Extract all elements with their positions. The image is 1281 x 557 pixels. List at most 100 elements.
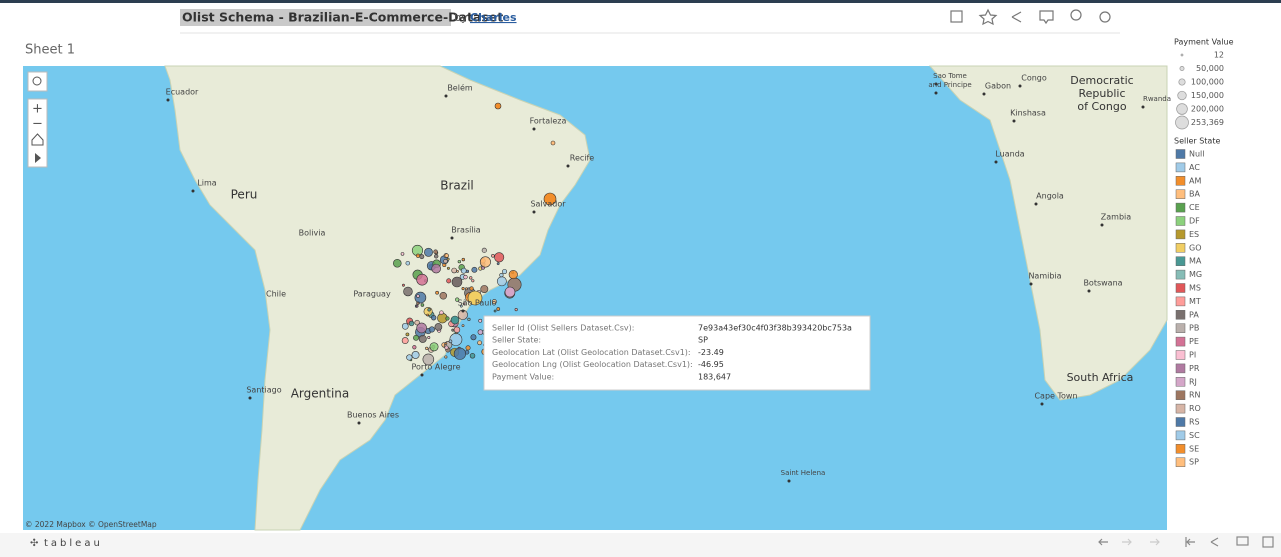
- search-button[interactable]: [27, 71, 48, 92]
- size-label: 150,000: [1191, 91, 1224, 100]
- reset[interactable]: [1185, 537, 1195, 547]
- seller-bubble: [444, 355, 448, 359]
- state-swatch: [1175, 350, 1186, 360]
- size-legend-title: Payment Value: [1174, 38, 1234, 47]
- comment-icon[interactable]: [1039, 10, 1054, 25]
- city-dot: [934, 91, 938, 95]
- state-label: RJ: [1189, 377, 1197, 386]
- map-label: São Paulo: [458, 299, 497, 308]
- undo[interactable]: [1098, 538, 1108, 546]
- state-swatch: [1175, 216, 1186, 226]
- map-label: Namibia: [1028, 272, 1061, 281]
- seller-bubble: [400, 252, 405, 256]
- state-label: MT: [1189, 297, 1201, 306]
- seller-bubble: [467, 317, 471, 321]
- state-swatch: [1175, 336, 1186, 347]
- revert[interactable]: [1150, 538, 1160, 546]
- zoom-in[interactable]: +: [32, 102, 43, 117]
- seller-bubble: [479, 256, 491, 268]
- redo[interactable]: [1122, 538, 1132, 546]
- size-swatch: [1180, 53, 1184, 57]
- favorite-icon[interactable]: [978, 8, 998, 26]
- toolbar: [950, 8, 1111, 26]
- seller-bubble: [470, 334, 477, 341]
- city-dot: [532, 127, 536, 131]
- state-label: PA: [1189, 310, 1199, 319]
- tooltip-value: 7e93a43ef30c4f03f38b393420bc753a: [698, 324, 852, 333]
- seller-bubble: [405, 260, 411, 266]
- fullscreen[interactable]: [1262, 536, 1274, 548]
- tableau-logo[interactable]: tableau: [44, 538, 103, 549]
- seller-bubble: [419, 254, 425, 260]
- edit-icon[interactable]: [950, 10, 963, 23]
- tooltip-value: 183,647: [698, 372, 731, 381]
- map-label: South Africa: [1067, 371, 1134, 384]
- pan-button[interactable]: [35, 153, 41, 163]
- title-highlight: [180, 9, 451, 26]
- seller-bubble: [444, 345, 449, 350]
- state-label: PB: [1189, 324, 1199, 333]
- zoom-out[interactable]: −: [32, 117, 43, 132]
- tooltip: Seller Id (Olist Sellers Dataset.Csv): 7e…: [483, 315, 871, 391]
- tooltip-label: Seller Id (Olist Sellers Dataset.Csv):: [492, 324, 634, 333]
- state-swatch: [1175, 377, 1186, 387]
- state-label: PR: [1189, 364, 1200, 373]
- seller-bubble: [401, 337, 409, 344]
- home-button[interactable]: [31, 133, 44, 146]
- tooltip-label: Seller State:: [492, 336, 541, 345]
- seller-bubble: [499, 273, 504, 278]
- seller-bubble: [449, 333, 463, 346]
- state-swatch: [1175, 256, 1186, 266]
- seller-bubble: [508, 270, 518, 280]
- map-label: Argentina: [291, 387, 350, 401]
- share-icon[interactable]: [1011, 11, 1022, 23]
- author-link[interactable]: Charles: [470, 11, 517, 24]
- seller-bubble: [428, 326, 435, 333]
- map-controls: + −: [27, 71, 48, 168]
- seller-bubble: [415, 304, 419, 308]
- size-swatch: [1178, 78, 1186, 86]
- map-label: Santiago: [246, 386, 281, 395]
- seller-bubble: [427, 308, 431, 312]
- seller-bubble: [461, 324, 465, 327]
- download[interactable]: [1236, 536, 1249, 546]
- search-icon: [32, 76, 42, 86]
- seller-bubble: [459, 304, 463, 308]
- seller-bubble: [431, 263, 441, 274]
- state-swatch: [1175, 390, 1186, 400]
- seller-bubble: [446, 278, 452, 284]
- city-dot: [934, 82, 938, 86]
- state-swatch: [1175, 202, 1186, 213]
- state-swatch: [1175, 444, 1186, 454]
- seller-bubble: [403, 286, 413, 297]
- seller-bubble: [514, 308, 518, 312]
- seller-bubble: [418, 334, 427, 343]
- zoom-panel: [27, 98, 48, 168]
- state-label: MS: [1189, 284, 1201, 293]
- map-label: Peru: [231, 188, 258, 202]
- state-label: ES: [1189, 230, 1199, 239]
- seller-bubble: [494, 102, 502, 110]
- seller-bubble: [405, 332, 410, 337]
- size-label: 12: [1214, 51, 1224, 60]
- share[interactable]: [1210, 537, 1219, 547]
- state-label: Null: [1189, 150, 1205, 159]
- settings-icon[interactable]: [1099, 11, 1111, 23]
- state-label: SP: [1189, 458, 1199, 467]
- seller-bubble: [448, 339, 453, 344]
- state-label: SE: [1189, 444, 1199, 453]
- map-label: Bolivia: [299, 229, 326, 238]
- seller-bubble: [480, 285, 489, 293]
- city-dot: [357, 421, 361, 425]
- metrics-icon[interactable]: [1070, 9, 1082, 21]
- seller-bubble: [401, 322, 409, 330]
- tooltip-value: SP: [698, 336, 708, 345]
- state-label: AM: [1189, 176, 1201, 185]
- seller-bubble: [491, 299, 497, 305]
- city-dot: [982, 92, 986, 96]
- seller-bubble: [550, 140, 556, 146]
- map-label: Paraguay: [353, 290, 391, 299]
- seller-bubble: [496, 262, 500, 266]
- state-swatch: [1175, 162, 1186, 173]
- map-label: Republic: [1078, 87, 1125, 100]
